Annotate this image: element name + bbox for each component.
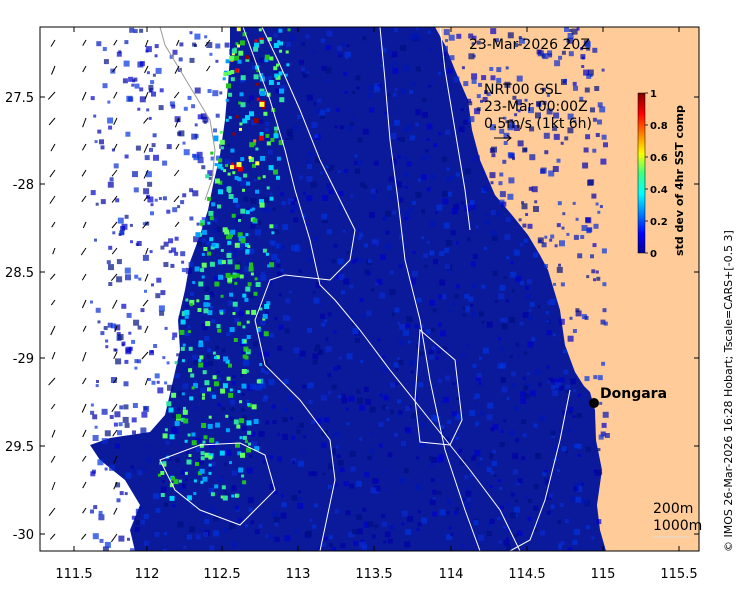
plot-frame [39,26,700,552]
vector-scale-label: 0.5m/s (1kt 6h) [484,116,592,132]
x-tick-label: 112 [135,567,160,582]
x-tick-label: 113 [286,567,311,582]
y-tick-label: -28 [13,178,34,193]
x-tick-label: 114 [439,567,464,582]
timestamp-label: 23-Mar-2026 20Z [469,37,590,53]
x-axis: 111.5 112 112.5 113 113.5 114 114.5 115 115.5 [55,27,698,582]
credit-text: © IMOS 26-Mar-2026 16:28 Hobart; Tscale=… [722,230,735,552]
isobaths [159,27,571,551]
colorbar-tick-label: 1 [650,89,657,100]
x-tick-label: 115 [591,567,616,582]
sst-hotspots-layer [157,27,291,501]
y-axis: 27.5 -28 28.5 -29 29.5 -30 [5,91,699,543]
x-tick-label: 115.5 [660,567,697,582]
colorbar-title: std dev of 4hr SST comp [673,105,686,256]
colorbar-tick-label: 0.8 [650,121,668,132]
colorbar-tick-label: 0.6 [650,153,668,164]
x-tick-label: 112.5 [203,567,240,582]
x-tick-label: 113.5 [355,567,392,582]
arrow-right-icon [494,134,512,142]
y-tick-label: -30 [13,528,34,543]
sst-noise-layer [90,27,610,551]
location-dot-icon [589,398,599,408]
y-tick-label: 28.5 [5,266,34,281]
isobath-1000-label: 1000m [653,518,702,534]
current-product-label: NRT00 GSL [484,82,562,98]
colorbar-tick-label: 0 [650,249,657,260]
colorbar-tick-label: 0.2 [650,217,668,228]
colorbar-ticks: 0 0.2 0.4 0.6 0.8 1 [645,89,668,260]
coastline [159,27,216,201]
y-tick-label: -29 [13,352,34,367]
colorbar [637,92,646,254]
current-time-label: 23-Mar 00:00Z [484,99,588,115]
place-label: Dongara [600,386,667,402]
colorbar-tick-label: 0.4 [650,185,668,196]
y-tick-label: 27.5 [5,91,34,106]
land-mass [435,27,699,551]
current-vectors [47,39,211,543]
y-tick-label: 29.5 [5,440,34,455]
x-tick-label: 114.5 [508,567,545,582]
x-tick-label: 111.5 [55,567,92,582]
isobath-200-label: 200m [653,501,693,517]
